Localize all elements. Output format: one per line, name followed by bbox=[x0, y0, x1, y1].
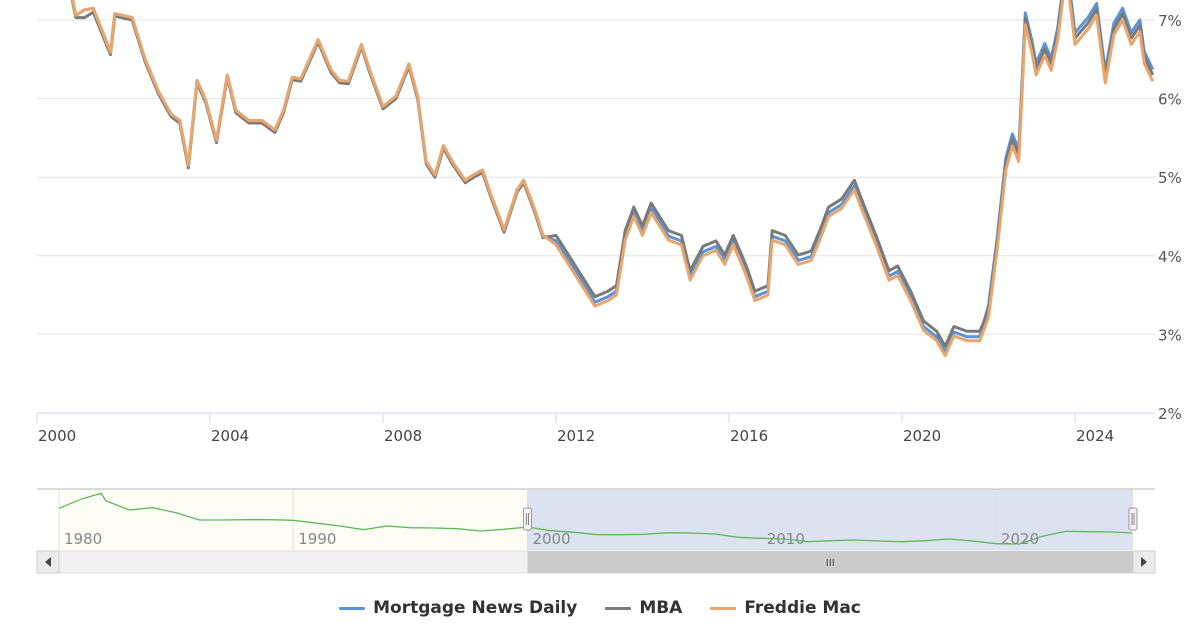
y-tick-label: 3% bbox=[1158, 326, 1182, 344]
scrollbar-thumb[interactable] bbox=[527, 551, 1133, 573]
legend: Mortgage News Daily MBA Freddie Mac bbox=[0, 598, 1200, 618]
series-line-mba bbox=[70, 0, 1155, 348]
navigator-tick-label: 1990 bbox=[298, 530, 336, 548]
legend-swatch bbox=[339, 606, 366, 610]
x-tick-label: 2016 bbox=[730, 427, 768, 445]
y-tick-label: 4% bbox=[1158, 248, 1182, 266]
navigator-right-handle[interactable] bbox=[1128, 507, 1138, 531]
legend-item-mortgage-news-daily[interactable]: Mortgage News Daily bbox=[339, 598, 577, 618]
legend-label: Freddie Mac bbox=[744, 598, 861, 618]
x-tick-label: 2012 bbox=[557, 427, 595, 445]
x-tick-label: 2000 bbox=[38, 427, 76, 445]
x-tick-label: 2024 bbox=[1076, 427, 1114, 445]
arrow-right-icon bbox=[1141, 557, 1147, 567]
navigator-tick-label: 2000 bbox=[532, 530, 570, 548]
navigator-left-handle[interactable] bbox=[522, 507, 532, 531]
arrow-left-icon bbox=[45, 557, 51, 567]
legend-item-mba[interactable]: MBA bbox=[605, 598, 682, 618]
legend-label: Mortgage News Daily bbox=[373, 598, 578, 618]
x-tick-label: 2008 bbox=[384, 427, 422, 445]
legend-swatch bbox=[605, 606, 632, 610]
legend-item-freddie-mac[interactable]: Freddie Mac bbox=[710, 598, 861, 618]
series-line-freddie-mac bbox=[71, 0, 1155, 358]
legend-swatch bbox=[710, 606, 737, 610]
y-tick-label: 6% bbox=[1158, 91, 1182, 109]
y-tick-label: 7% bbox=[1158, 12, 1182, 30]
scrollbar-thumb-grip: III bbox=[826, 558, 835, 569]
legend-label: MBA bbox=[639, 598, 683, 618]
y-tick-label: 5% bbox=[1158, 169, 1182, 187]
navigator-tick-label: 1980 bbox=[64, 530, 102, 548]
series-line-mortgage-news-daily bbox=[71, 0, 1155, 354]
x-tick-label: 2020 bbox=[903, 427, 941, 445]
y-tick-label: 2% bbox=[1158, 405, 1182, 423]
navigator-series-line bbox=[58, 492, 1132, 545]
x-tick-label: 2004 bbox=[211, 427, 249, 445]
